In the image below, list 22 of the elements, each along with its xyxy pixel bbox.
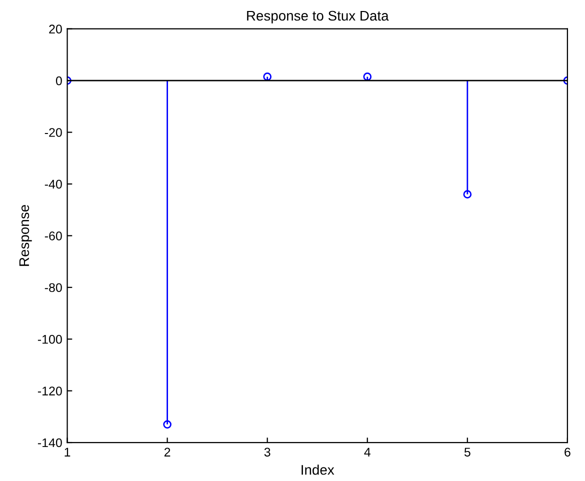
x-tick-label: 4 xyxy=(364,448,370,456)
y-tick-label: -20 xyxy=(44,128,62,137)
y-tick-label: -140 xyxy=(38,438,62,448)
y-tick-label: -60 xyxy=(44,231,62,240)
x-tick-label: 1 xyxy=(64,448,70,456)
y-tick-label: -80 xyxy=(44,283,62,292)
x-tick-label: 6 xyxy=(564,448,570,457)
y-tick-label: 20 xyxy=(49,24,62,34)
point xyxy=(363,72,372,81)
y-tick-label: -100 xyxy=(38,334,62,344)
point xyxy=(163,420,172,429)
point xyxy=(263,72,272,81)
y-axis-title: Response xyxy=(19,205,32,266)
x-tick-label: 3 xyxy=(264,448,270,457)
y-tick-label: -120 xyxy=(38,386,62,396)
point xyxy=(463,190,472,198)
x-tick-label: 2 xyxy=(164,448,170,456)
y-tick-label: -40 xyxy=(44,180,62,189)
x-axis-title: Index xyxy=(302,464,334,475)
y-tick-label: 0 xyxy=(56,76,62,86)
x-tick-label: 5 xyxy=(464,448,470,457)
chart-title: Response to Stux Data xyxy=(247,10,389,24)
